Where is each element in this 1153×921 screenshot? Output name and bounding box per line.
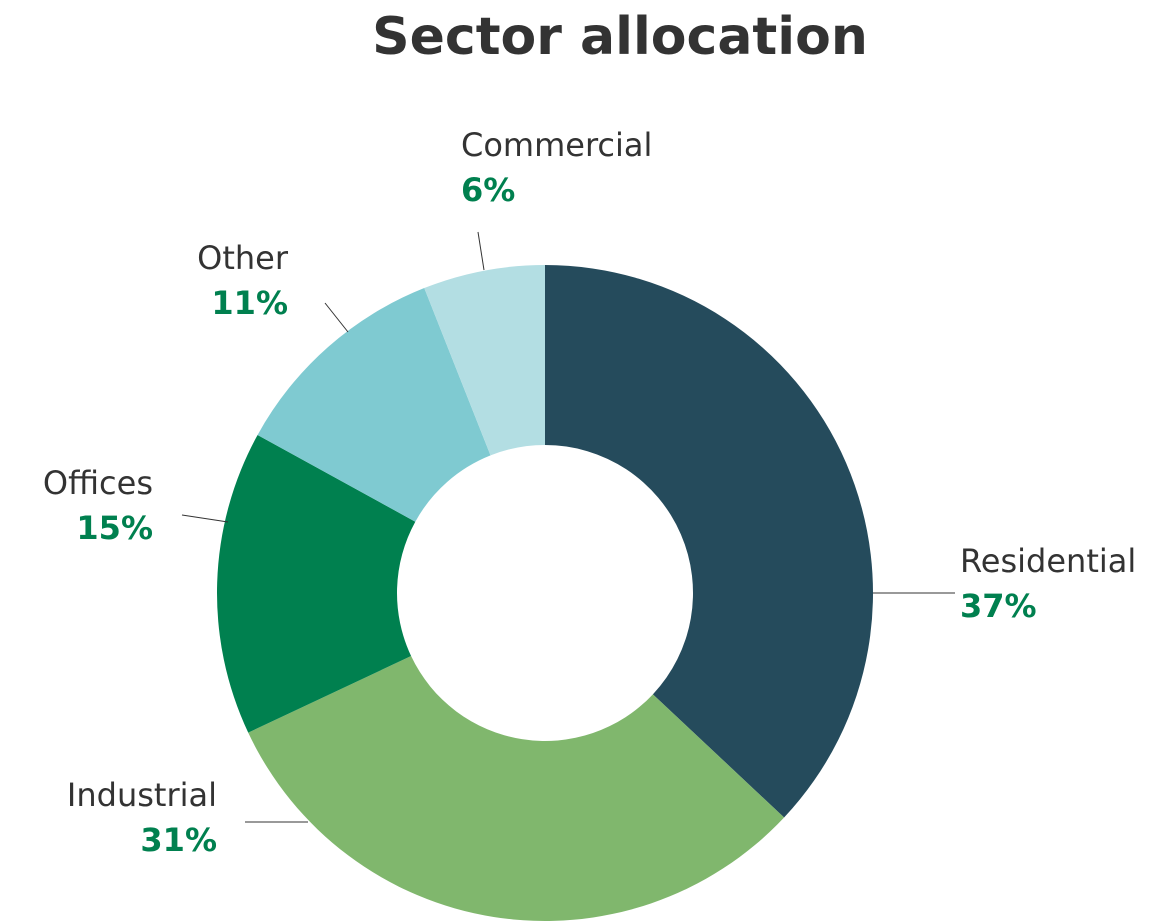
value-label: 11% — [211, 284, 288, 322]
slice — [248, 656, 785, 921]
slice-label: Other — [197, 239, 289, 277]
slice-label: Offices — [43, 464, 153, 502]
slice-label: Commercial — [461, 126, 652, 164]
chart-title: Sector allocation — [372, 7, 868, 67]
slice-label: Residential — [960, 542, 1136, 580]
leader-line — [181, 514, 229, 523]
slice — [217, 434, 416, 733]
slice-label: Industrial — [67, 776, 217, 814]
value-label: 31% — [140, 821, 217, 859]
value-label: 37% — [960, 587, 1037, 625]
value-label: 6% — [461, 171, 515, 209]
slice — [257, 288, 491, 522]
slice — [545, 265, 873, 818]
leader-line — [477, 231, 485, 271]
leader-line — [324, 302, 349, 333]
slice — [424, 265, 545, 456]
value-label: 15% — [76, 509, 153, 547]
